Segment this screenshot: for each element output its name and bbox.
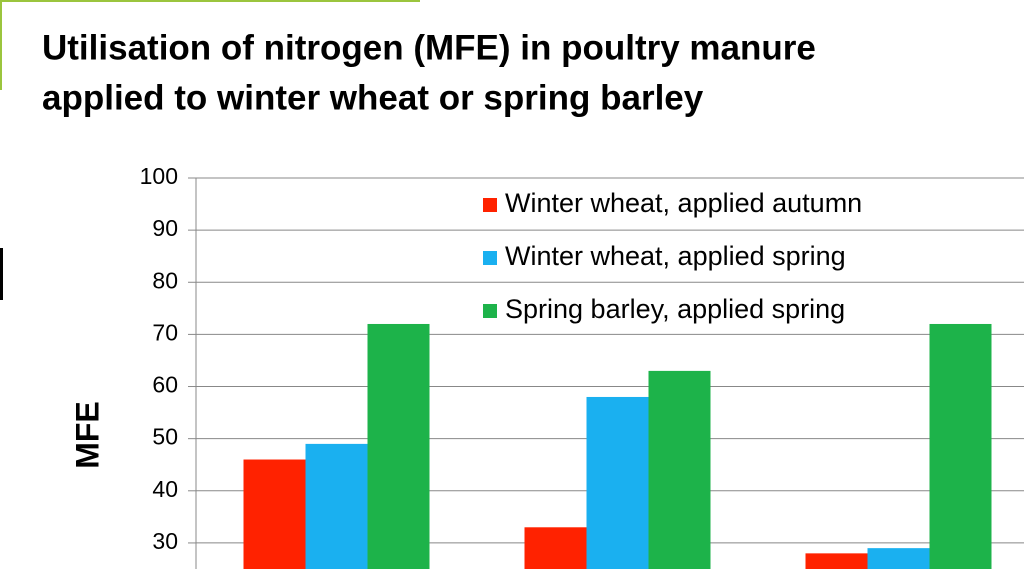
y-tick-label: 40 xyxy=(152,476,178,502)
bar xyxy=(305,443,368,569)
legend-swatch xyxy=(483,198,497,212)
legend-label: Winter wheat, applied autumn xyxy=(505,188,862,218)
y-tick-label: 70 xyxy=(152,319,178,345)
legend-swatch xyxy=(483,251,497,265)
chart-title: applied to winter wheat or spring barley xyxy=(42,78,704,117)
bar xyxy=(524,527,587,569)
legend-label: Spring barley, applied spring xyxy=(505,294,845,324)
y-tick-label: 60 xyxy=(152,372,178,398)
bar xyxy=(648,370,711,569)
bar xyxy=(867,548,930,569)
y-tick-label: 80 xyxy=(152,267,178,293)
y-tick-label: 50 xyxy=(152,424,178,450)
bar xyxy=(929,323,992,569)
bar xyxy=(586,396,649,569)
legend-swatch xyxy=(483,304,497,318)
y-tick-label: 30 xyxy=(152,528,178,554)
decor-bar xyxy=(0,248,3,300)
chart-title: Utilisation of nitrogen (MFE) in poultry… xyxy=(42,28,816,67)
bar xyxy=(805,553,868,569)
y-tick-label: 90 xyxy=(152,215,178,241)
legend-label: Winter wheat, applied spring xyxy=(505,241,846,271)
bar xyxy=(243,459,306,569)
bar xyxy=(367,323,430,569)
y-tick-label: 100 xyxy=(140,163,178,189)
y-axis-label: MFE xyxy=(69,401,105,469)
